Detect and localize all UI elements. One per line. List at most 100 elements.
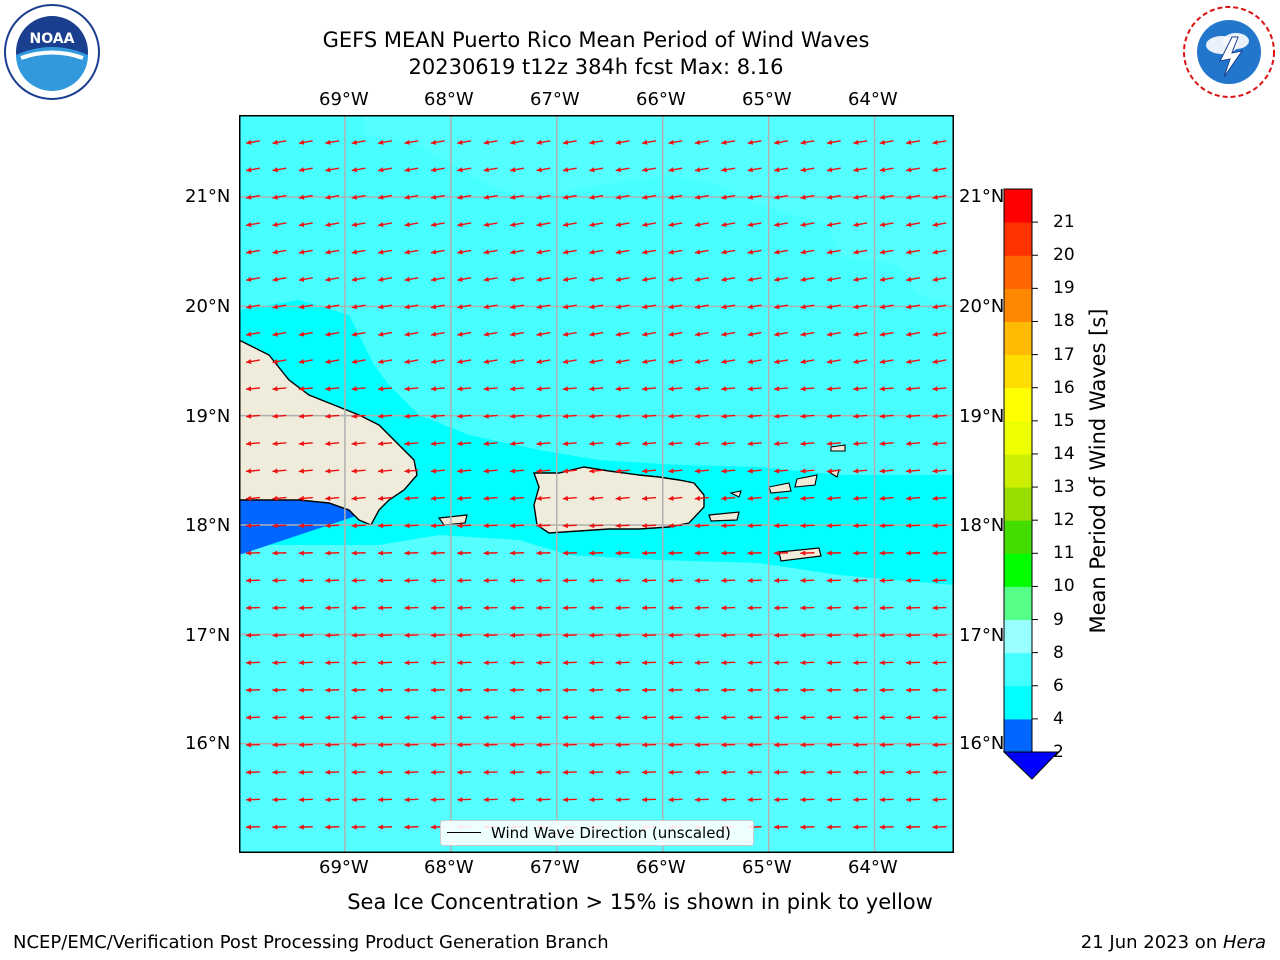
- wave-direction-arrow: [457, 276, 472, 282]
- wave-direction-arrow: [853, 495, 868, 501]
- wave-direction-arrow: [826, 550, 841, 556]
- wave-direction-arrow: [853, 413, 868, 419]
- wave-direction-arrow: [430, 769, 445, 775]
- wave-direction-arrow: [457, 139, 472, 145]
- wave-direction-arrow: [272, 304, 287, 310]
- wave-direction-arrow: [853, 358, 868, 365]
- lon-label-bottom: 69°W: [319, 857, 369, 878]
- wave-direction-arrow: [826, 276, 841, 282]
- wave-direction-arrow: [879, 660, 894, 666]
- wave-direction-arrow: [509, 742, 525, 748]
- wave-direction-arrow: [298, 605, 313, 611]
- wave-direction-arrow: [826, 440, 841, 447]
- wave-direction-arrow: [773, 550, 789, 556]
- wave-direction-arrow: [457, 797, 472, 803]
- colorbar-tick-label: 10: [1053, 576, 1075, 597]
- wave-direction-arrow: [853, 714, 868, 721]
- wave-direction-arrow: [800, 386, 815, 392]
- wave-direction-arrow: [430, 714, 445, 721]
- wave-direction-arrow: [905, 221, 921, 228]
- wave-direction-arrow: [377, 221, 393, 228]
- wave-direction-arrow: [457, 660, 472, 666]
- wave-direction-arrow: [932, 523, 947, 529]
- wave-direction-arrow: [694, 687, 709, 693]
- sea-ice-note: Sea Ice Concentration > 15% is shown in …: [347, 890, 933, 914]
- wave-direction-arrow: [694, 714, 709, 721]
- wave-direction-arrow: [377, 824, 393, 830]
- wind-wave-direction-arrows: [245, 139, 947, 853]
- wave-direction-arrow: [694, 194, 709, 200]
- wave-direction-arrow: [721, 577, 736, 584]
- wave-direction-arrow: [245, 824, 261, 830]
- wave-direction-arrow: [430, 139, 445, 145]
- wave-direction-arrow: [668, 221, 683, 228]
- wave-direction-arrow: [641, 221, 657, 228]
- wave-direction-arrow: [879, 742, 894, 748]
- wave-direction-arrow: [747, 797, 762, 803]
- wave-direction-arrow: [562, 550, 577, 556]
- wave-direction-arrow: [298, 358, 313, 365]
- wave-direction-arrow: [325, 687, 340, 693]
- wave-direction-arrow: [694, 167, 709, 173]
- wave-direction-arrow: [905, 605, 921, 611]
- wave-direction-arrow: [668, 495, 683, 501]
- lon-label-top: 69°W: [319, 89, 369, 110]
- wave-direction-arrow: [483, 660, 498, 666]
- wave-direction-arrow: [272, 194, 287, 200]
- wave-direction-arrow: [298, 167, 313, 173]
- wave-direction-arrow: [721, 221, 736, 228]
- wave-direction-arrow: [879, 139, 894, 145]
- wave-direction-arrow: [483, 440, 498, 447]
- wave-direction-arrow: [853, 577, 868, 584]
- wave-direction-arrow: [351, 577, 366, 584]
- wave-direction-arrow: [773, 221, 789, 228]
- wave-direction-arrow: [457, 249, 472, 255]
- wave-direction-arrow: [298, 742, 313, 748]
- wave-direction-arrow: [509, 495, 525, 501]
- wave-direction-arrow: [826, 249, 841, 255]
- wave-direction-arrow: [404, 742, 419, 748]
- wave-direction-arrow: [483, 605, 498, 611]
- wave-direction-arrow: [536, 605, 551, 611]
- wave-direction-arrow: [747, 605, 762, 611]
- wave-direction-arrow: [483, 194, 498, 200]
- wave-direction-arrow: [562, 468, 577, 474]
- wave-direction-arrow: [325, 167, 340, 173]
- wave-direction-arrow: [879, 632, 894, 638]
- colorbar-cells: [1004, 189, 1032, 753]
- wave-direction-arrow: [879, 194, 894, 200]
- wave-direction-arrow: [404, 605, 419, 611]
- wave-direction-arrow: [298, 194, 313, 200]
- wave-direction-arrow: [351, 221, 366, 228]
- wave-direction-arrow: [615, 769, 630, 775]
- nws-logo: [1183, 6, 1275, 98]
- wave-direction-arrow: [536, 304, 551, 310]
- wave-direction-arrow: [800, 605, 815, 611]
- wave-direction-arrow: [245, 550, 261, 556]
- wave-direction-arrow: [853, 769, 868, 775]
- wave-direction-arrow: [509, 139, 525, 145]
- wave-direction-arrow: [430, 331, 445, 337]
- wave-direction-arrow: [377, 714, 393, 721]
- wave-direction-arrow: [853, 687, 868, 693]
- wave-direction-arrow: [509, 358, 525, 365]
- wave-direction-arrow: [272, 221, 287, 228]
- wave-direction-arrow: [800, 413, 815, 419]
- wave-direction-arrow: [668, 687, 683, 693]
- wave-direction-arrow: [351, 824, 366, 830]
- wave-direction-arrow: [747, 358, 762, 365]
- wave-direction-arrow: [483, 577, 498, 584]
- wave-direction-arrow: [589, 139, 604, 145]
- lon-label-bottom: 65°W: [742, 857, 792, 878]
- wave-direction-arrow: [721, 495, 736, 501]
- wave-direction-arrow: [747, 495, 762, 501]
- colorbar-cell: [1004, 619, 1032, 654]
- wave-direction-arrow: [932, 824, 947, 830]
- wave-direction-arrow: [668, 468, 683, 474]
- wave-direction-arrow: [932, 769, 947, 775]
- wave-direction-arrow: [272, 550, 287, 556]
- wave-direction-arrow: [879, 276, 894, 282]
- wave-direction-arrow: [404, 550, 419, 556]
- wave-direction-arrow: [245, 797, 261, 803]
- wave-direction-arrow: [800, 660, 815, 666]
